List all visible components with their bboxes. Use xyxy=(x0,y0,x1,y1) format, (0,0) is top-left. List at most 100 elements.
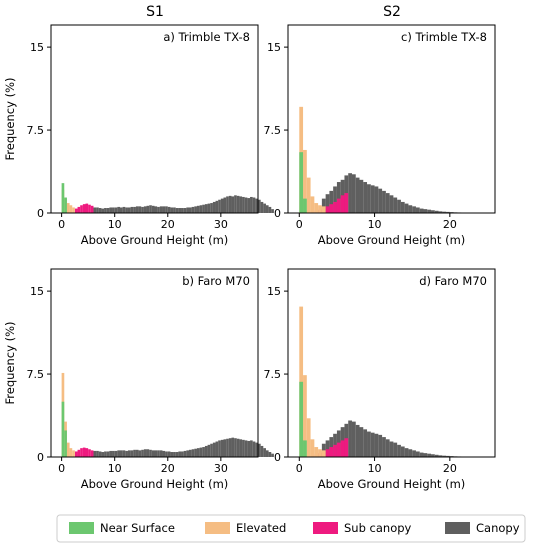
bar-canopy xyxy=(178,208,182,213)
bar-canopy xyxy=(141,449,144,457)
bar-elevated xyxy=(310,196,315,213)
bar-near-surface xyxy=(61,183,65,213)
bar-canopy xyxy=(370,185,375,213)
bar-elevated xyxy=(69,448,73,457)
bar-canopy xyxy=(359,427,364,457)
bar-canopy xyxy=(434,454,439,457)
bar-canopy xyxy=(215,200,219,213)
bar-canopy xyxy=(165,451,168,457)
bar-canopy xyxy=(442,455,447,457)
bar-canopy xyxy=(223,439,227,457)
legend-label: Canopy xyxy=(476,521,520,535)
x-tick-label: 0 xyxy=(58,218,65,231)
bar-elevated xyxy=(66,203,70,213)
bar-near-surface xyxy=(61,401,65,457)
y-tick-label: 7.5 xyxy=(264,124,282,137)
x-axis-label: Above Ground Height (m) xyxy=(81,233,229,247)
bar-canopy xyxy=(223,197,227,213)
panel-title: b) Faro M70 xyxy=(182,274,250,288)
y-axis-label: Frequency (%) xyxy=(3,78,17,161)
bar-elevated xyxy=(321,206,326,213)
bar-canopy xyxy=(133,449,136,457)
legend: Near Surface Elevated Sub canopy Canopy xyxy=(56,514,526,543)
bar-sub-canopy xyxy=(340,195,345,213)
bar-near-surface xyxy=(303,198,307,213)
bar-canopy xyxy=(104,208,107,213)
bar-canopy xyxy=(181,451,184,457)
bar-sub-canopy xyxy=(325,449,330,457)
x-tick-label: 0 xyxy=(296,462,303,475)
bar-sub-canopy xyxy=(333,201,337,213)
bar-near-surface xyxy=(64,197,67,213)
bar-canopy xyxy=(367,184,371,213)
bar-sub-canopy xyxy=(82,204,86,213)
bar-canopy xyxy=(157,450,160,457)
bar-canopy xyxy=(127,207,131,213)
bar-canopy xyxy=(419,452,424,457)
bar-near-surface xyxy=(64,430,67,457)
x-tick-label: 10 xyxy=(108,218,122,231)
bar-canopy xyxy=(234,195,237,213)
bar-sub-canopy xyxy=(82,447,86,457)
bar-canopy xyxy=(210,443,213,457)
bar-canopy xyxy=(431,454,435,457)
bar-canopy xyxy=(170,207,174,213)
y-axis-label: Frequency (%) xyxy=(3,322,17,405)
bar-canopy xyxy=(96,450,99,457)
bar-elevated xyxy=(318,449,322,457)
bar-canopy xyxy=(122,206,126,213)
bar-elevated xyxy=(306,418,311,457)
bar-canopy xyxy=(101,208,105,213)
legend-label: Near Surface xyxy=(100,521,175,535)
bar-canopy xyxy=(207,203,211,213)
bar-canopy xyxy=(151,450,155,457)
bar-canopy xyxy=(106,451,110,457)
x-tick-label: 10 xyxy=(108,462,122,475)
bar-canopy xyxy=(228,195,232,213)
bar-canopy xyxy=(397,199,401,213)
bar-canopy xyxy=(127,450,131,457)
bar-canopy xyxy=(181,208,184,213)
bar-canopy xyxy=(143,206,147,213)
bar-sub-canopy xyxy=(74,451,78,457)
bar-canopy xyxy=(255,442,258,457)
plot-frame xyxy=(287,268,496,458)
bar-canopy xyxy=(93,207,97,213)
bar-sub-canopy xyxy=(336,442,341,457)
bar-sub-canopy xyxy=(325,206,330,213)
bar-canopy xyxy=(268,452,272,457)
bar-canopy xyxy=(204,204,208,213)
bar-canopy xyxy=(265,205,269,213)
bar-canopy xyxy=(202,447,205,457)
bar-canopy xyxy=(250,440,253,457)
y-tick-label: 7.5 xyxy=(264,368,282,381)
bar-canopy xyxy=(199,447,203,457)
bar-canopy xyxy=(167,206,171,213)
bar-canopy xyxy=(186,450,189,457)
x-axis-label: Above Ground Height (m) xyxy=(318,233,466,247)
y-tick-label: 15 xyxy=(267,285,281,298)
bar-elevated xyxy=(314,203,319,213)
y-tick-label: 0 xyxy=(274,207,281,220)
bar-canopy xyxy=(333,186,337,213)
bar-sub-canopy xyxy=(90,450,94,457)
bar-canopy xyxy=(98,208,102,213)
bar-canopy xyxy=(370,432,375,457)
bar-canopy xyxy=(130,450,134,457)
bar-canopy xyxy=(404,203,409,213)
bar-canopy xyxy=(239,196,243,213)
bar-canopy xyxy=(393,442,398,457)
panel-title: a) Trimble TX-8 xyxy=(163,30,250,44)
bar-canopy xyxy=(157,206,160,213)
bar-canopy xyxy=(186,207,189,213)
bar-sub-canopy xyxy=(80,448,83,457)
bar-canopy xyxy=(325,440,330,457)
y-tick-label: 7.5 xyxy=(27,368,45,381)
bar-canopy xyxy=(165,206,168,213)
bar-canopy xyxy=(117,450,120,457)
bar-canopy xyxy=(218,199,221,213)
x-tick-label: 20 xyxy=(443,462,457,475)
bar-canopy xyxy=(215,441,219,457)
bar-canopy xyxy=(175,452,179,457)
bar-canopy xyxy=(220,198,224,213)
